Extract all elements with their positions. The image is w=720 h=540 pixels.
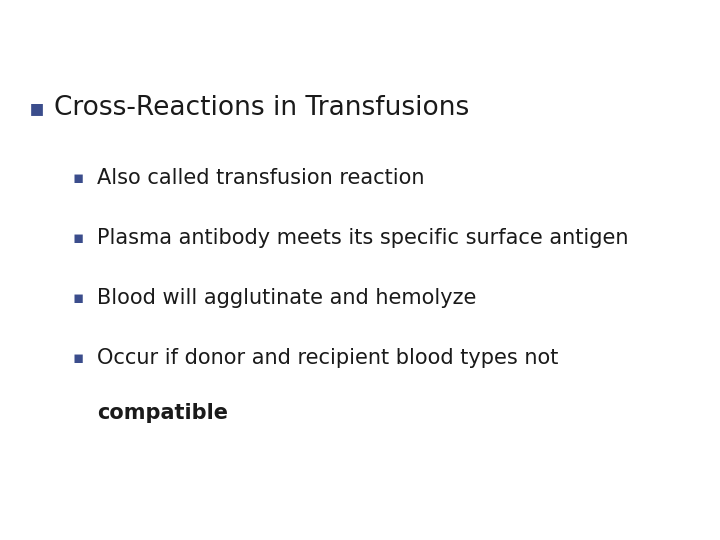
- Text: ▪: ▪: [72, 289, 84, 307]
- Text: ▪: ▪: [29, 96, 45, 120]
- Text: ▪: ▪: [72, 349, 84, 367]
- Text: Plasma antibody meets its specific surface antigen: Plasma antibody meets its specific surfa…: [97, 228, 629, 248]
- Text: ▪: ▪: [72, 169, 84, 187]
- Text: Also called transfusion reaction: Also called transfusion reaction: [97, 168, 425, 188]
- Text: Blood Typing: Blood Typing: [246, 22, 474, 56]
- Text: Blood will agglutinate and hemolyze: Blood will agglutinate and hemolyze: [97, 288, 477, 308]
- Text: Cross-Reactions in Transfusions: Cross-Reactions in Transfusions: [54, 95, 469, 121]
- Text: Occur if donor and recipient blood types not: Occur if donor and recipient blood types…: [97, 348, 559, 368]
- Text: compatible: compatible: [97, 403, 228, 423]
- Text: ▪: ▪: [72, 229, 84, 247]
